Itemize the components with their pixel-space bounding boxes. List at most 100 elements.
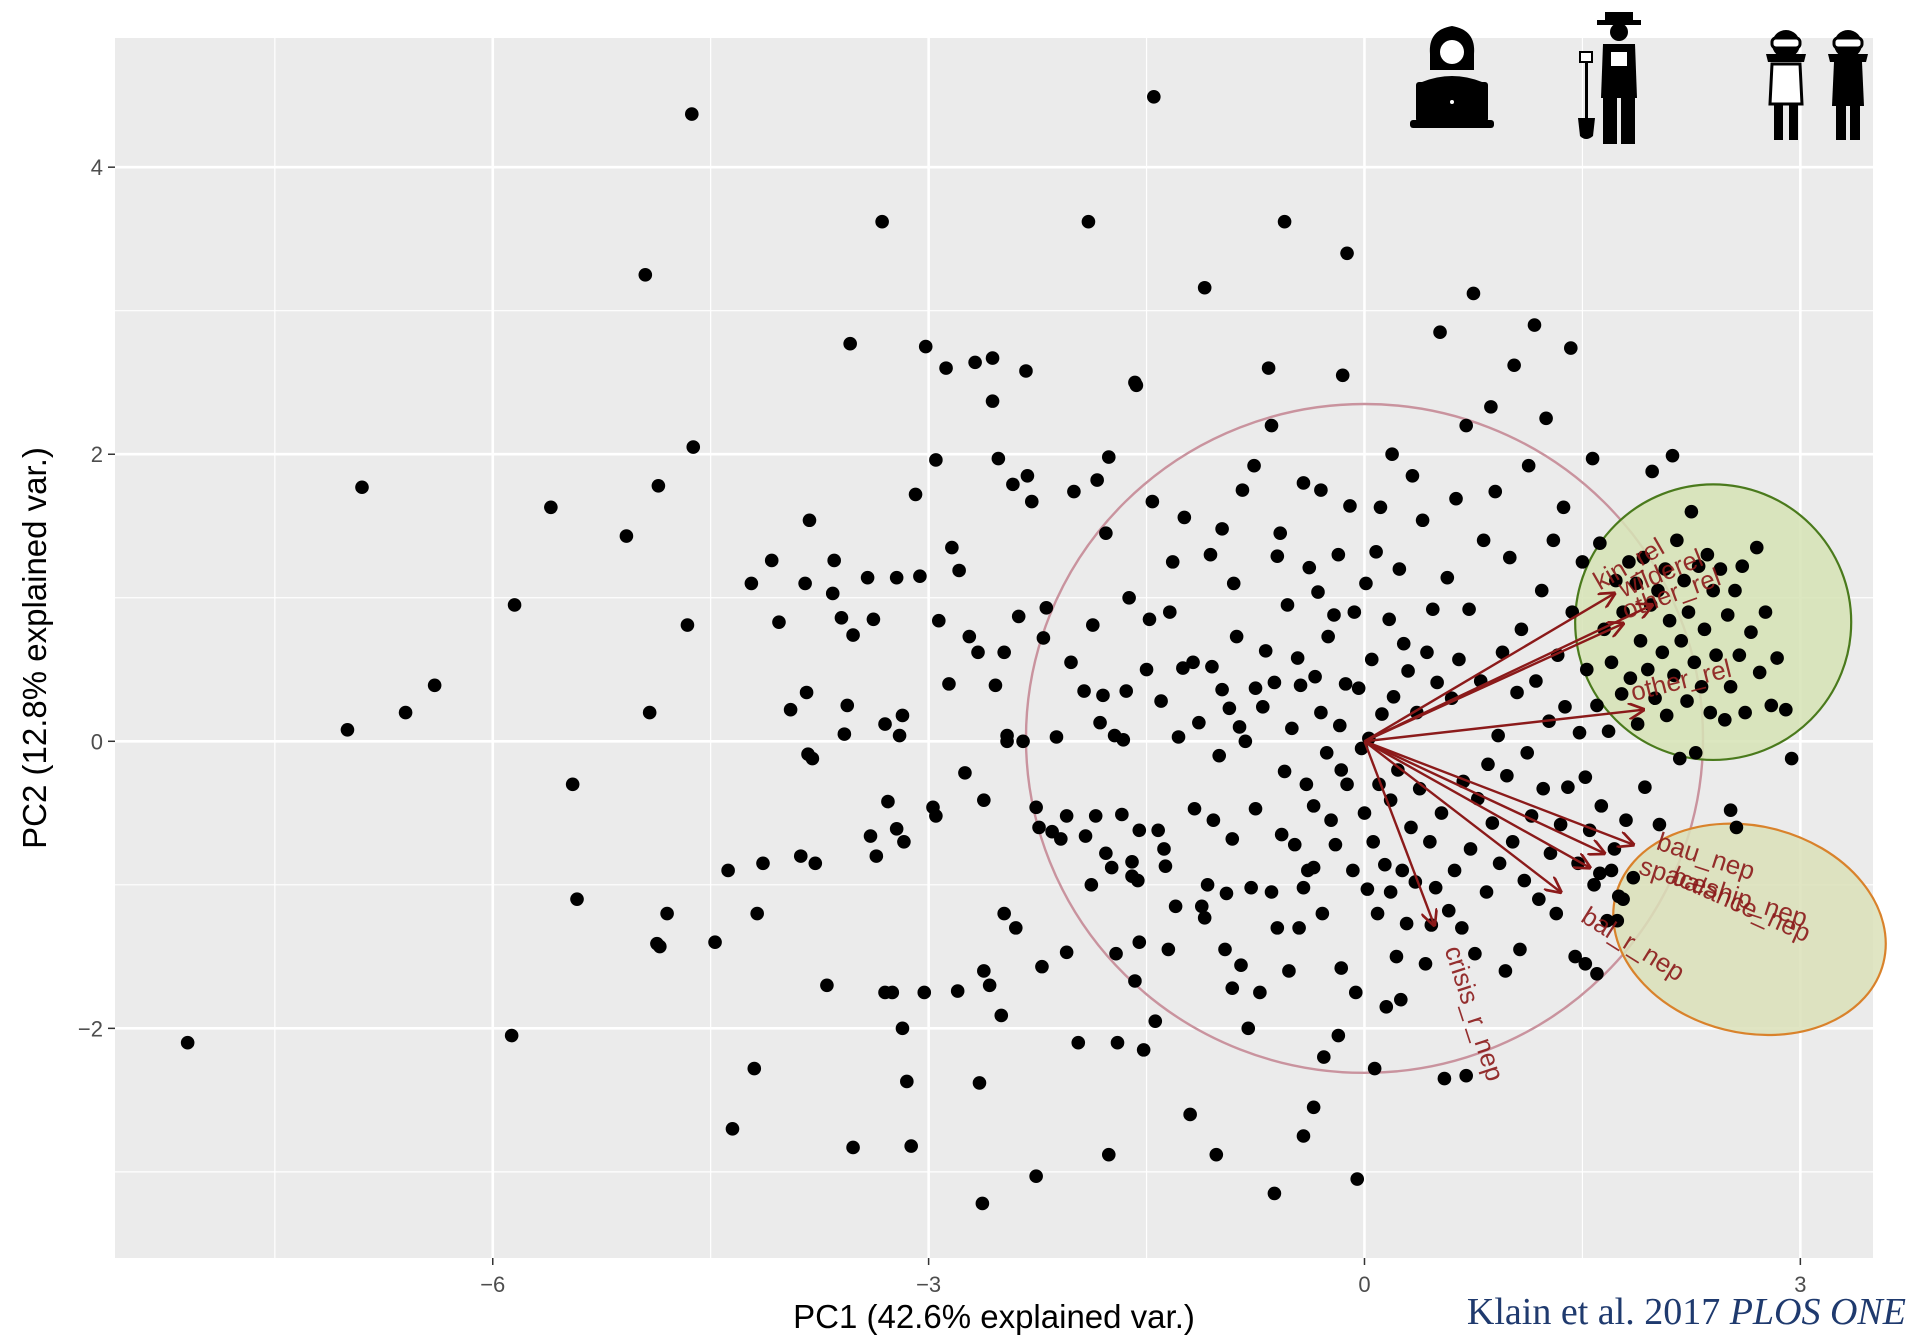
data-point xyxy=(1401,664,1415,678)
data-point xyxy=(1157,842,1171,856)
y-tick-label: 4 xyxy=(91,155,103,180)
data-point xyxy=(1367,1061,1382,1076)
data-point xyxy=(783,702,798,717)
data-point xyxy=(1109,946,1123,961)
data-point xyxy=(1296,1129,1311,1143)
data-point xyxy=(991,451,1006,466)
data-point xyxy=(1248,681,1263,695)
data-point xyxy=(1200,878,1215,892)
data-point xyxy=(1556,500,1571,515)
data-point xyxy=(1616,605,1630,619)
data-point xyxy=(1064,655,1078,670)
farmer-shovel-icon xyxy=(1578,12,1641,144)
data-point xyxy=(889,570,904,585)
data-point xyxy=(1629,576,1643,591)
data-point xyxy=(1016,734,1030,749)
data-point xyxy=(1645,464,1659,479)
data-point xyxy=(1206,813,1221,828)
data-point xyxy=(1244,880,1258,895)
data-point xyxy=(1049,730,1064,744)
x-tick-label: 0 xyxy=(1358,1272,1370,1297)
data-point xyxy=(1521,458,1536,473)
data-point xyxy=(1154,694,1168,708)
data-point xyxy=(1415,513,1430,528)
data-point xyxy=(1011,609,1026,624)
data-point xyxy=(1226,576,1241,591)
data-point xyxy=(1498,964,1513,978)
data-point xyxy=(544,500,558,515)
data-point xyxy=(1425,602,1440,617)
data-point xyxy=(820,978,834,993)
data-point xyxy=(1735,559,1750,573)
data-point xyxy=(1395,863,1410,878)
data-point xyxy=(1131,873,1145,888)
data-point xyxy=(805,751,820,766)
data-point xyxy=(1215,522,1229,536)
data-point xyxy=(1758,605,1773,619)
data-point xyxy=(1437,1071,1452,1086)
data-point xyxy=(1067,484,1081,499)
data-point xyxy=(1688,745,1703,760)
data-point xyxy=(1665,448,1680,463)
data-point xyxy=(939,361,953,375)
data-point xyxy=(1308,669,1322,684)
data-point xyxy=(1433,325,1447,340)
data-point xyxy=(1684,504,1699,519)
data-point xyxy=(1784,751,1799,766)
y-axis-ticks: −2 0 2 4 xyxy=(78,155,115,1041)
data-point xyxy=(1090,473,1104,487)
data-point xyxy=(1378,857,1392,872)
data-point xyxy=(1161,942,1176,957)
data-point xyxy=(1386,690,1401,704)
data-point xyxy=(1319,745,1334,760)
data-point xyxy=(1485,816,1500,830)
data-point xyxy=(1405,468,1420,483)
data-point xyxy=(1340,246,1354,261)
loading-vector xyxy=(1363,740,1589,867)
data-point xyxy=(1306,860,1321,875)
data-point xyxy=(1561,780,1575,795)
citation-authors: Klain et al. 2017 xyxy=(1466,1291,1721,1333)
data-point xyxy=(1463,842,1478,856)
data-point xyxy=(1674,634,1689,648)
data-point xyxy=(638,268,653,282)
loading-vectors xyxy=(1363,593,1652,925)
data-point xyxy=(1604,655,1619,670)
data-point xyxy=(1099,526,1113,540)
data-point xyxy=(1626,870,1641,885)
data-point xyxy=(1510,685,1524,700)
data-point xyxy=(1713,562,1728,576)
data-point xyxy=(1232,720,1247,734)
data-point xyxy=(1662,613,1677,628)
data-point xyxy=(875,214,889,229)
data-point xyxy=(650,936,664,951)
data-point xyxy=(1601,724,1616,739)
data-point xyxy=(660,906,674,921)
data-point xyxy=(1749,540,1764,555)
data-point xyxy=(1593,866,1607,881)
data-point xyxy=(825,586,840,601)
data-point xyxy=(1299,777,1314,792)
data-point xyxy=(1219,886,1234,901)
data-point xyxy=(756,856,770,871)
data-point xyxy=(1587,878,1601,892)
data-point xyxy=(1292,921,1306,935)
data-point xyxy=(977,793,991,807)
data-point xyxy=(1350,1172,1365,1186)
data-point xyxy=(1418,956,1433,971)
data-point xyxy=(1568,949,1582,964)
data-point xyxy=(1505,834,1520,849)
data-point xyxy=(355,480,369,495)
cluster-ellipses xyxy=(1574,483,1887,1037)
data-point xyxy=(837,727,852,741)
data-point xyxy=(1293,678,1308,693)
data-point xyxy=(1314,483,1328,497)
data-point xyxy=(878,985,892,1000)
data-point xyxy=(1348,985,1363,1000)
data-point xyxy=(1681,605,1696,619)
data-point xyxy=(1248,801,1263,816)
data-point xyxy=(1744,625,1758,640)
data-point xyxy=(1192,715,1206,730)
data-point xyxy=(971,645,985,660)
